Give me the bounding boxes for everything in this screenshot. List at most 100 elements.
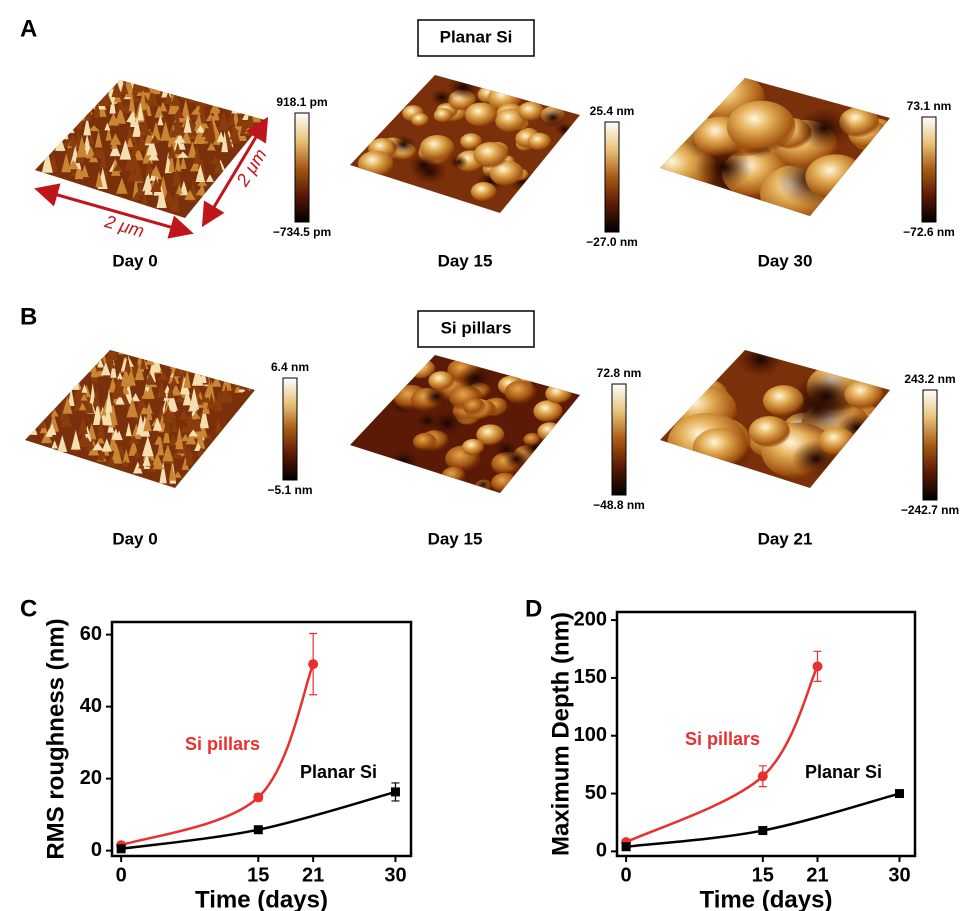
data-point — [254, 825, 263, 834]
afm-bump — [844, 380, 883, 409]
afm-bump — [457, 365, 493, 392]
y-tick-label: 20 — [80, 767, 102, 789]
data-point — [308, 659, 318, 669]
afm-spike — [182, 352, 191, 374]
panel-title: Si pillars — [441, 318, 512, 337]
afm-spike — [239, 92, 250, 115]
color-bar-min: −5.1 nm — [267, 483, 312, 497]
y-axis-label: RMS roughness (nm) — [42, 618, 69, 859]
afm-bump — [474, 478, 491, 491]
afm-spike — [239, 378, 245, 392]
data-point — [812, 661, 822, 671]
afm-bump — [430, 410, 464, 435]
color-bar-min: −242.7 nm — [901, 503, 959, 517]
afm-bump — [473, 142, 508, 168]
afm-spike — [38, 411, 45, 428]
afm-spike — [84, 93, 91, 116]
afm-bump — [388, 449, 420, 473]
image-caption: Day 0 — [112, 251, 157, 270]
afm-spike — [181, 83, 191, 100]
afm-bump — [447, 75, 481, 100]
color-bar — [605, 122, 619, 232]
panel-title: Planar Si — [440, 27, 513, 46]
afm-bump — [528, 133, 551, 151]
afm-texture — [667, 342, 886, 479]
afm-bump — [537, 422, 562, 441]
y-axis-label: Maximum Depth (nm) — [547, 612, 574, 856]
series-label: Planar Si — [805, 762, 882, 782]
series-label: Planar Si — [300, 762, 377, 782]
x-tick-label: 21 — [302, 864, 324, 886]
series-label: Si pillars — [185, 734, 260, 754]
image-caption: Day 15 — [438, 251, 493, 270]
x-tick-label: 21 — [806, 864, 828, 886]
afm-bump — [411, 113, 429, 126]
afm-bump — [465, 102, 497, 126]
afm-bump — [737, 342, 784, 378]
x-tick-label: 15 — [247, 864, 269, 886]
color-bar-max: 72.8 nm — [597, 366, 642, 380]
afm-bump — [749, 416, 790, 447]
afm-spike — [140, 77, 149, 91]
afm-bump — [442, 467, 466, 485]
y-tick-label: 0 — [91, 839, 102, 861]
color-bar-max: 6.4 nm — [271, 360, 309, 374]
scale-label: 2 μm — [102, 211, 147, 241]
y-tick-label: 150 — [574, 666, 607, 688]
afm-spike — [78, 374, 84, 381]
afm-bump — [471, 182, 497, 201]
series-line — [626, 666, 817, 842]
y-tick-label: 50 — [585, 782, 607, 804]
image-caption: Day 15 — [428, 529, 483, 548]
data-point — [391, 787, 400, 796]
afm-bump — [819, 428, 856, 456]
afm-bump — [462, 439, 484, 456]
afm-spike — [198, 359, 208, 377]
panel-label: B — [20, 303, 37, 330]
page: {"panel_a": {"label": "A", "title": "Pla… — [0, 0, 962, 911]
afm-spike — [118, 335, 127, 355]
image-caption: Day 30 — [758, 251, 813, 270]
afm-spike — [60, 120, 69, 140]
panel-label: D — [525, 595, 542, 622]
afm-spike — [231, 97, 241, 114]
afm-spike — [161, 79, 171, 97]
afm-bump — [805, 154, 865, 199]
color-bar-max: 918.1 pm — [276, 95, 327, 109]
x-tick-label: 30 — [384, 864, 406, 886]
data-point — [758, 826, 767, 835]
color-bar-min: −734.5 pm — [273, 225, 331, 239]
afm-bump — [491, 473, 518, 494]
color-bar — [283, 378, 297, 480]
afm-spike — [239, 371, 249, 390]
afm-spike — [47, 400, 54, 414]
data-point — [253, 792, 263, 802]
color-bar-min: −48.8 nm — [593, 498, 645, 512]
afm-spike — [152, 350, 161, 371]
image-caption: Day 0 — [112, 529, 157, 548]
panel-label: C — [20, 595, 37, 622]
afm-bump — [391, 135, 416, 154]
afm-bump — [696, 146, 752, 188]
afm-bump — [796, 107, 851, 148]
color-bar-min: −72.6 nm — [903, 225, 955, 239]
y-tick-label: 40 — [80, 695, 102, 717]
panel-label: A — [20, 15, 37, 42]
afm-images: 918.1 pm−734.5 pm25.4 nm−27.0 nm73.1 nm−… — [25, 69, 959, 518]
afm-spike — [200, 364, 206, 383]
afm-spike — [222, 367, 232, 391]
color-bar — [295, 113, 309, 222]
series-line — [626, 794, 899, 847]
color-bar — [922, 117, 936, 222]
color-bar — [612, 384, 626, 495]
color-bar-max: 73.1 nm — [907, 99, 952, 113]
afm-spike — [75, 109, 83, 124]
x-tick-label: 0 — [621, 864, 632, 886]
plot-frame — [112, 622, 411, 856]
afm-bump — [420, 135, 454, 161]
x-tick-label: 0 — [116, 864, 127, 886]
data-point — [758, 771, 768, 781]
data-point — [895, 789, 904, 798]
afm-bump — [545, 384, 572, 404]
series-label: Si pillars — [685, 729, 760, 749]
